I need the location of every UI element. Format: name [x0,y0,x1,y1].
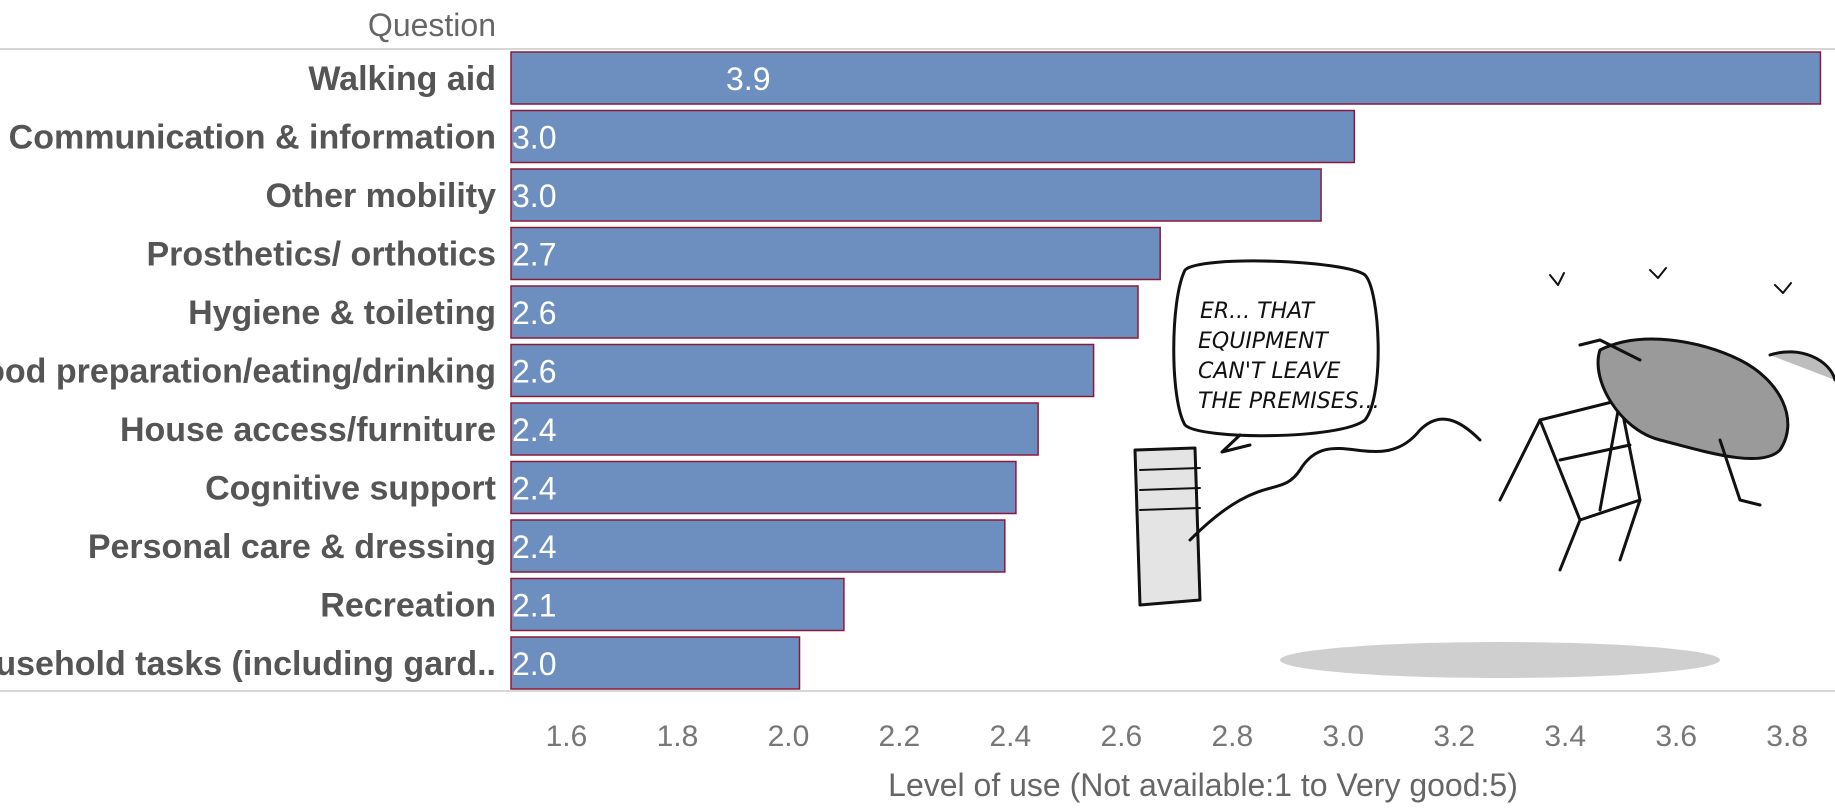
data-label: 2.6 [512,354,556,390]
tether-line [1188,417,1482,542]
x-tick-label: 1.8 [657,720,699,753]
speech-line-1: ER... THAT [1200,299,1316,324]
bar [510,577,845,632]
speech-line-2: EQUIPMENT [1198,329,1329,354]
data-label: 2.6 [512,295,556,331]
bar [510,460,1017,515]
speech-line-3: CAN'T LEAVE [1198,359,1341,384]
data-label: 2.0 [512,646,556,682]
category-label: Cognitive support [205,470,496,508]
x-axis-title: Level of use (Not available:1 to Very go… [888,767,1518,803]
bar [510,51,1822,105]
x-tick-label: 3.8 [1766,720,1808,753]
bar [510,402,1039,456]
cartoon-illustration: ER... THAT EQUIPMENT CAN'T LEAVE THE PRE… [1133,259,1835,678]
category-label: Prosthetics/ orthotics [146,236,496,274]
bar [510,636,801,690]
category-label: Food preparation/eating/drinking [0,353,496,391]
x-tick-label: 3.4 [1544,720,1586,753]
speech-bubble [1172,259,1380,438]
x-tick-label: 2.2 [879,720,921,753]
category-label: House access/furniture [120,411,496,449]
category-label: Walking aid [308,60,496,98]
speech-bubble-tail [1220,433,1252,454]
x-axis-ticks: 1.6 1.8 2.0 2.2 2.4 2.6 2.8 3.0 3.2 3.4 3.6 3.8 [546,720,1808,753]
shadow [1280,642,1720,678]
x-tick-label: 3.0 [1322,720,1364,753]
category-label: Other mobility [266,177,497,215]
data-label: 2.4 [512,412,556,448]
bar [510,285,1139,339]
speech-line-4: THE PREMISES... [1198,389,1380,414]
person-figure [1596,337,1790,461]
bar [510,343,1095,398]
bar [510,519,1006,573]
data-label: 2.4 [512,529,556,565]
category-label: Communication & information [9,119,496,157]
row-header: Question [368,7,496,43]
bar [510,226,1161,281]
doorway [1133,446,1202,607]
chart-rows: Walking aid 3.9 Communication & informatio… [0,51,1822,690]
x-tick-label: 2.6 [1100,720,1142,753]
bar [510,109,1356,164]
data-label: 3.0 [512,178,556,214]
category-label: Personal care & dressing [88,528,496,566]
data-label: 2.7 [512,237,556,273]
x-tick-label: 3.2 [1433,720,1475,753]
bar [510,168,1322,222]
data-label: 2.1 [512,588,556,624]
x-tick-label: 1.6 [546,720,588,753]
x-tick-label: 2.4 [990,720,1032,753]
data-label: 3.9 [726,61,770,97]
category-label: Household tasks (including gard.. [0,645,496,683]
data-label: 2.4 [512,471,556,507]
x-tick-label: 3.6 [1655,720,1697,753]
data-label: 3.0 [512,120,556,156]
x-tick-label: 2.8 [1211,720,1253,753]
category-label: Hygiene & toileting [188,294,496,332]
x-tick-label: 2.0 [768,720,810,753]
category-label: Recreation [320,587,496,625]
